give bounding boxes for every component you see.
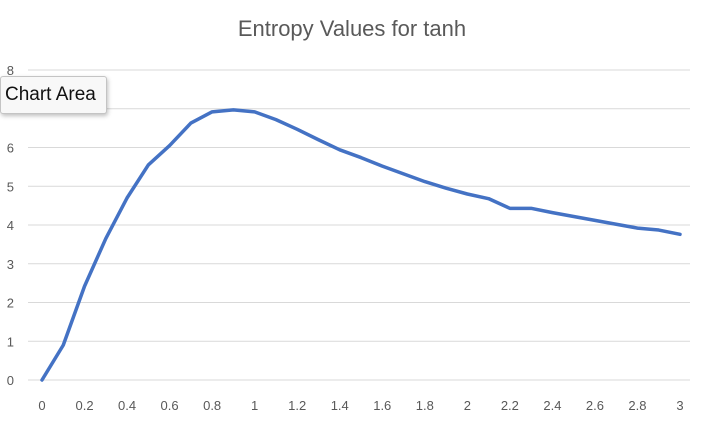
data-point — [295, 127, 299, 131]
data-point — [168, 144, 172, 148]
x-tick-label: 0.6 — [161, 398, 179, 413]
x-tick-label: 2 — [464, 398, 471, 413]
data-point — [189, 121, 193, 125]
data-point — [550, 211, 554, 215]
y-tick-label: 1 — [7, 334, 14, 349]
gridlines — [28, 69, 690, 381]
data-point — [593, 218, 597, 222]
data-point — [125, 196, 129, 200]
y-tick-label: 4 — [7, 218, 14, 233]
data-point — [423, 180, 427, 184]
x-tick-label: 0.8 — [203, 398, 221, 413]
series-line-0[interactable] — [40, 108, 682, 382]
x-tick-label: 2.2 — [501, 398, 519, 413]
data-point — [359, 156, 363, 160]
x-tick-label: 0 — [38, 398, 45, 413]
x-axis-tick-labels: 0 0.2 0.4 0.6 0.8 1 1.2 1.4 1.6 1.8 2 2.2 2.4 2.6 2.8 3 — [38, 398, 683, 413]
data-point — [210, 110, 214, 114]
data-point — [274, 118, 278, 122]
data-point — [529, 206, 533, 210]
y-tick-label: 3 — [7, 257, 14, 272]
data-point — [508, 206, 512, 210]
x-tick-label: 1.2 — [288, 398, 306, 413]
data-point — [231, 108, 235, 112]
data-point — [465, 192, 469, 196]
data-point — [61, 343, 65, 347]
y-tick-label: 0 — [7, 373, 14, 388]
data-point — [402, 172, 406, 176]
data-point — [338, 148, 342, 152]
x-tick-label: 2.4 — [543, 398, 561, 413]
x-tick-label: 0.4 — [118, 398, 136, 413]
data-point — [40, 378, 44, 382]
x-tick-label: 0.2 — [75, 398, 93, 413]
x-tick-label: 1.8 — [416, 398, 434, 413]
data-point — [444, 186, 448, 190]
y-tick-label: 5 — [7, 179, 14, 194]
data-point — [83, 284, 87, 288]
x-tick-label: 1.4 — [331, 398, 349, 413]
chart-title: Entropy Values for tanh — [238, 16, 466, 41]
chart-area-tooltip: Chart Area — [0, 76, 107, 114]
x-tick-label: 3 — [676, 398, 683, 413]
x-tick-label: 1 — [251, 398, 258, 413]
data-point — [104, 237, 108, 241]
x-tick-label: 1.6 — [373, 398, 391, 413]
y-tick-label: 8 — [7, 63, 14, 78]
data-point — [146, 163, 150, 167]
x-tick-label: 2.6 — [586, 398, 604, 413]
data-point — [614, 222, 618, 226]
data-point — [487, 197, 491, 201]
data-point — [572, 214, 576, 218]
data-point — [380, 164, 384, 168]
y-tick-label: 2 — [7, 296, 14, 311]
series-layer — [40, 108, 682, 382]
data-point — [316, 138, 320, 142]
data-point — [253, 110, 257, 114]
x-tick-label: 2.8 — [628, 398, 646, 413]
data-point — [635, 226, 639, 230]
data-point — [657, 228, 661, 232]
y-tick-label: 6 — [7, 141, 14, 156]
data-point — [678, 232, 682, 236]
